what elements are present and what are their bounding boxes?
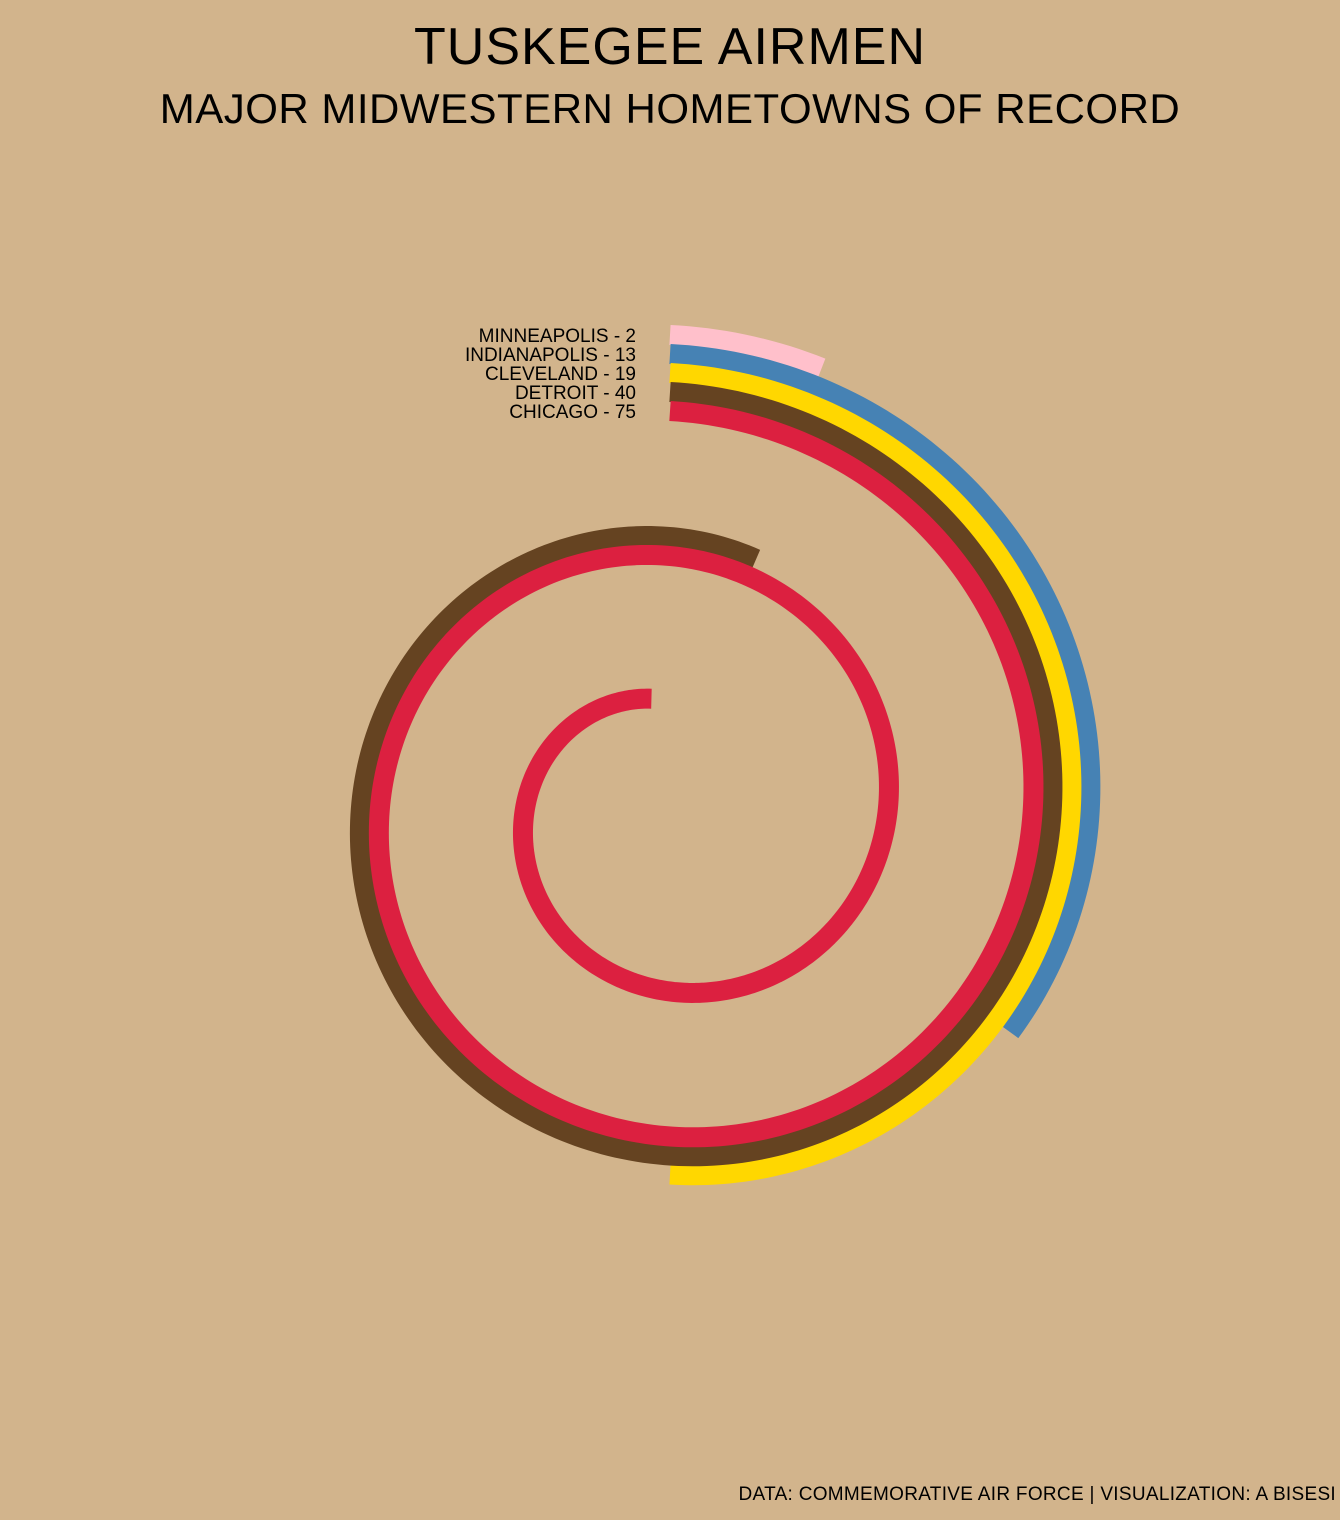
label-detroit: DETROIT - 40 <box>515 383 636 404</box>
label-indianapolis: INDIANAPOLIS - 13 <box>465 345 636 366</box>
chart-title: TUSKEGEE AIRMEN <box>414 18 926 76</box>
label-cleveland: CLEVELAND - 19 <box>485 364 636 385</box>
spiral-bar-indianapolis <box>669 344 1101 1039</box>
spiral-arcs <box>349 325 1101 1186</box>
spiral-bar-cleveland <box>667 363 1082 1186</box>
spiral-bar-minneapolis <box>669 325 826 378</box>
chart-subtitle: MAJOR MIDWESTERN HOMETOWNS OF RECORD <box>159 85 1181 132</box>
label-chicago: CHICAGO - 75 <box>509 402 636 423</box>
spiral-bar-chicago <box>368 401 1044 1148</box>
data-caption: DATA: COMMEMORATIVE AIR FORCE | VISUALIZ… <box>738 1484 1336 1505</box>
spiral-bar-detroit <box>349 382 1063 1167</box>
label-minneapolis: MINNEAPOLIS - 2 <box>479 326 636 347</box>
